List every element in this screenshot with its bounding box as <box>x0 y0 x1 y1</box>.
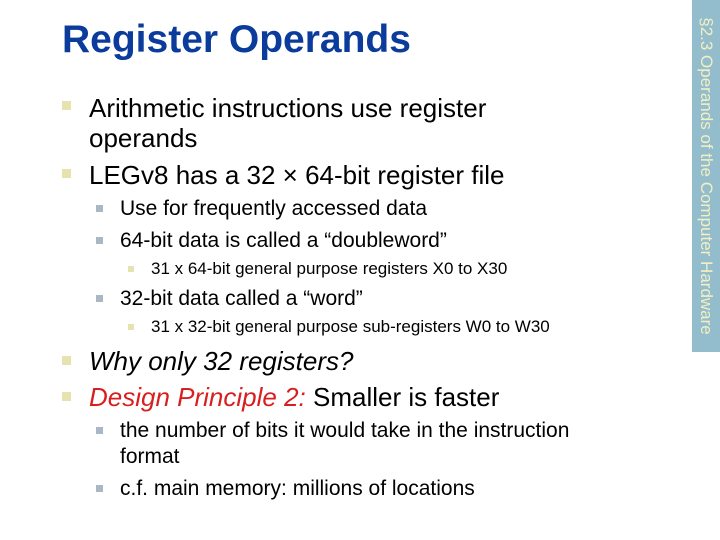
sub-bullet-text: the number of bits it would take in the … <box>120 419 570 442</box>
sub-bullet-icon <box>96 427 103 434</box>
sub-bullet-text: format <box>120 445 180 468</box>
sub-sub-bullet-icon <box>128 324 134 330</box>
bullet-text-rest: Smaller is faster <box>305 382 500 412</box>
sub-bullet-icon <box>96 237 103 244</box>
sub-sub-bullet-text: 31 x 32-bit general purpose sub-register… <box>151 317 550 336</box>
sub-bullet-text: 64-bit data is called a “doubleword” <box>120 229 447 252</box>
sub-bullet-icon <box>96 205 103 212</box>
bullet-text: LEGv8 has a 32 × 64-bit register file <box>89 160 505 190</box>
bullet-text: Why only 32 registers? <box>89 346 354 376</box>
sub-bullet-text: 32-bit data called a “word” <box>120 287 363 310</box>
slide-title: Register Operands <box>62 18 411 61</box>
sub-bullet-text: c.f. main memory: millions of locations <box>120 477 475 500</box>
bullet-icon <box>62 169 71 178</box>
bullet-text: Design Principle 2: Smaller is faster <box>89 384 499 410</box>
bullet-icon <box>62 101 71 110</box>
sub-sub-bullet-icon <box>128 266 134 272</box>
section-sidebar: §2.3 Operands of the Computer Hardware <box>692 0 720 352</box>
sub-bullet-text: Use for frequently accessed data <box>120 197 428 220</box>
emphasis-text: Design Principle 2: <box>89 382 306 412</box>
bullet-text: Arithmetic instructions use register <box>89 93 487 123</box>
bullet-text: operands <box>89 123 198 153</box>
sub-bullet-icon <box>96 485 103 492</box>
sub-sub-bullet-text: 31 x 64-bit general purpose registers X0… <box>151 259 508 278</box>
section-label: §2.3 Operands of the Computer Hardware <box>697 17 716 335</box>
bullet-icon <box>62 356 71 365</box>
bullet-icon <box>62 392 71 401</box>
sub-bullet-icon <box>96 295 103 302</box>
